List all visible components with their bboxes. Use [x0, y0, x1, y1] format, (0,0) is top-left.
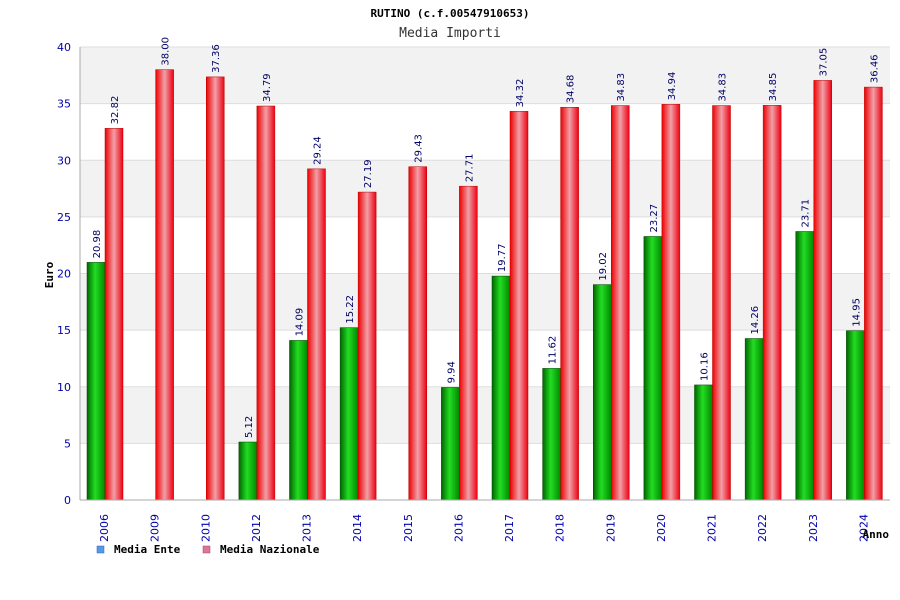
bar-media-ente [846, 330, 865, 501]
data-label-ente: 11.62 [548, 336, 559, 365]
bar-media-nazionale [560, 106, 579, 501]
y-axis-label: Euro [43, 261, 56, 288]
data-label-nazionale: 29.43 [414, 134, 425, 163]
x-tick-label: 2017 [503, 514, 516, 542]
bar-media-nazionale [813, 80, 832, 501]
bar-media-nazionale [104, 128, 124, 501]
data-label-ente: 10.16 [700, 352, 711, 381]
bar-media-ente [694, 384, 713, 501]
bar-media-ente [339, 327, 359, 501]
bar-media-nazionale [256, 105, 276, 501]
bar-media-nazionale [611, 105, 630, 501]
data-label-nazionale: 34.32 [515, 79, 526, 108]
y-tick-label: 40 [57, 41, 71, 54]
data-label-ente: 14.26 [750, 306, 761, 335]
bar-media-nazionale [307, 168, 326, 501]
x-tick-label: 2010 [199, 514, 212, 542]
data-label-ente: 5.12 [244, 416, 255, 438]
y-tick-label: 20 [57, 268, 71, 281]
x-tick-label: 2006 [98, 514, 111, 542]
legend-swatch-ente [96, 545, 105, 554]
legend: Media Ente Media Nazionale [96, 543, 320, 556]
x-tick-label: 2013 [301, 514, 314, 542]
bar-media-ente [643, 236, 663, 501]
data-label-ente: 23.71 [801, 199, 812, 228]
x-tick-label: 2014 [351, 514, 364, 542]
x-tick-label: 2009 [149, 514, 162, 542]
data-label-nazionale: 27.19 [363, 159, 374, 188]
data-label-nazionale: 32.82 [110, 96, 121, 125]
y-tick-label: 25 [57, 211, 71, 224]
data-label-nazionale: 34.79 [262, 73, 273, 102]
bar-media-nazionale [864, 86, 883, 501]
x-tick-label: 2023 [807, 514, 820, 542]
data-label-nazionale: 34.94 [667, 72, 678, 101]
x-tick-label: 2018 [554, 514, 567, 542]
data-label-nazionale: 36.46 [869, 54, 880, 83]
bar-media-ente [491, 275, 511, 501]
bar-media-nazionale [509, 111, 529, 501]
x-tick-label: 2021 [706, 514, 719, 542]
x-axis-label: Anno [863, 528, 890, 541]
y-tick-label: 30 [57, 154, 71, 167]
x-tick-label: 2024 [857, 514, 870, 542]
data-label-ente: 20.98 [92, 230, 103, 259]
x-tick-label: 2022 [756, 514, 769, 542]
data-label-nazionale: 38.00 [161, 37, 172, 66]
legend-label-nazionale: Media Nazionale [220, 543, 320, 556]
x-tick-label: 2012 [250, 514, 263, 542]
bar-media-nazionale [357, 191, 377, 501]
bar-media-ente [744, 338, 764, 501]
data-label-nazionale: 29.24 [313, 136, 324, 165]
legend-label-ente: Media Ente [114, 543, 181, 556]
data-label-ente: 19.02 [598, 252, 609, 281]
y-tick-label: 5 [64, 437, 71, 450]
data-label-ente: 9.94 [446, 361, 457, 383]
bar-media-nazionale [155, 69, 174, 501]
bar-media-ente [238, 441, 258, 501]
bar-media-nazionale [206, 76, 225, 501]
data-label-ente: 14.95 [851, 298, 862, 327]
bar-media-ente [593, 284, 612, 501]
y-tick-label: 0 [64, 494, 71, 507]
bar-media-ente [542, 368, 561, 501]
bar-media-nazionale [712, 105, 731, 501]
bar-media-ente [441, 387, 460, 501]
x-axis-ticks: 2006 2009 2010 2012 2013 2014 2015 2016 2017 2018… [98, 514, 870, 542]
data-labels: 20.98 32.82 38.00 37.36 5.12 34.79 14.09 29.24 1… [92, 37, 880, 438]
y-tick-label: 10 [57, 381, 71, 394]
chart-subtitle: Media Importi [399, 26, 501, 41]
data-label-ente: 14.09 [295, 308, 306, 337]
y-tick-label: 15 [57, 324, 71, 337]
data-label-ente: 19.77 [497, 243, 508, 272]
data-label-ente: 15.22 [345, 295, 356, 324]
bar-media-ente [86, 262, 106, 501]
data-label-nazionale: 34.68 [566, 75, 577, 104]
x-tick-label: 2019 [604, 514, 617, 542]
bars [86, 69, 883, 501]
data-label-ente: 23.27 [649, 204, 660, 233]
bar-media-ente [289, 340, 308, 501]
bar-media-nazionale [408, 166, 427, 501]
data-label-nazionale: 34.85 [768, 73, 779, 102]
bar-media-nazionale [459, 185, 478, 501]
x-tick-label: 2016 [452, 514, 465, 542]
y-axis-ticks: 0 5 10 15 20 25 30 35 40 [57, 41, 71, 507]
y-tick-label: 35 [57, 98, 71, 111]
chart-title: RUTINO (c.f.00547910653) [371, 7, 530, 20]
bar-media-ente [795, 231, 814, 501]
bar-media-nazionale [661, 104, 681, 501]
data-label-nazionale: 37.36 [211, 44, 222, 73]
x-tick-label: 2020 [655, 514, 668, 542]
bar-media-nazionale [762, 105, 782, 501]
data-label-nazionale: 34.83 [616, 73, 627, 102]
data-label-nazionale: 37.05 [819, 48, 830, 77]
data-label-nazionale: 27.71 [464, 154, 475, 183]
legend-swatch-nazionale [202, 545, 211, 554]
data-label-nazionale: 34.83 [718, 73, 729, 102]
x-tick-label: 2015 [402, 514, 415, 542]
